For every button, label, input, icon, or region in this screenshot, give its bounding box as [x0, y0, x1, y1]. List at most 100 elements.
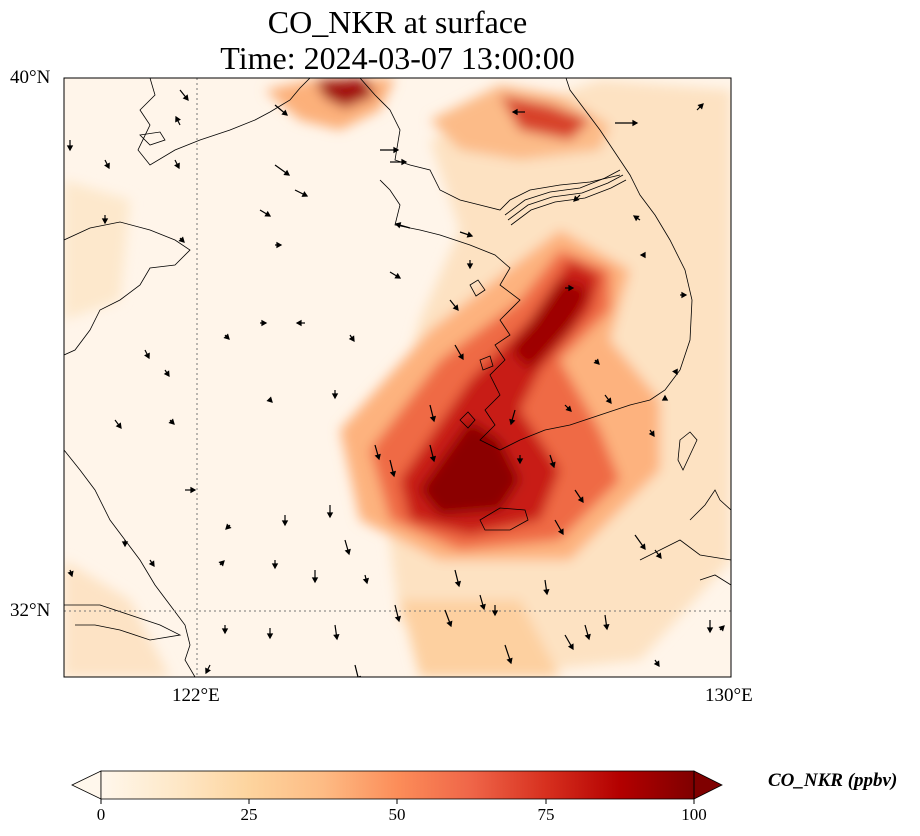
- wind-arrowhead: [603, 623, 610, 631]
- wind-arrowhead: [66, 145, 74, 152]
- colorbar-tick-75: 75: [537, 805, 555, 824]
- wind-arrowhead: [182, 94, 189, 101]
- wind-arrowhead: [479, 603, 486, 611]
- wind-arrowhead: [311, 577, 319, 584]
- wind-vectors: [66, 89, 725, 677]
- wind-arrowhead: [283, 169, 291, 176]
- wind-arrowhead: [706, 627, 714, 634]
- map-title: CO_NKR at surface: [267, 4, 528, 40]
- wind-arrowhead: [584, 633, 591, 641]
- wind-arrowhead: [393, 146, 400, 154]
- wind-arrowhead: [573, 195, 580, 202]
- wind-arrowhead: [225, 523, 232, 530]
- wind-arrowhead: [511, 108, 518, 116]
- wind-arrowhead: [295, 319, 302, 327]
- wind-arrowhead: [661, 394, 669, 401]
- wind-arrowhead: [466, 231, 474, 238]
- wind-arrowhead: [632, 215, 640, 222]
- wind-arrowhead: [271, 563, 279, 570]
- wind-arrowhead: [509, 418, 516, 426]
- wind-arrowhead: [543, 588, 550, 596]
- wind-arrowhead: [394, 615, 402, 623]
- wind-arrowhead: [218, 560, 225, 567]
- wind-arrowhead: [457, 353, 464, 361]
- wind-arrowhead: [639, 251, 646, 259]
- wind-arrowhead: [655, 552, 662, 559]
- wind-arrowhead: [567, 643, 574, 651]
- wind-arrowhead: [389, 470, 397, 478]
- wind-arrowhead: [348, 335, 355, 343]
- wind-arrowhead: [577, 496, 584, 504]
- wind-arrowhead: [648, 430, 655, 438]
- wind-arrowhead: [452, 304, 459, 311]
- wind-arrowhead: [168, 418, 175, 425]
- wind-arrowhead: [163, 370, 170, 378]
- wind-arrowhead: [121, 541, 129, 548]
- map-frame: [63, 77, 732, 678]
- wind-arrow: [354, 664, 359, 677]
- wind-arrowhead: [266, 396, 273, 403]
- wind-arrowhead: [454, 580, 462, 588]
- wind-arrowhead: [605, 397, 612, 404]
- wind-arrowhead: [333, 633, 340, 641]
- wind-arrowhead: [516, 458, 524, 465]
- wind-arrowhead: [593, 358, 600, 365]
- wind-arrowhead: [190, 486, 197, 494]
- gridlines: [64, 78, 731, 677]
- wind-arrowhead: [281, 520, 289, 527]
- wind-arrowhead: [429, 455, 437, 463]
- wind-arrowhead: [67, 570, 74, 578]
- wind-arrowhead: [148, 560, 155, 568]
- colorbar-label: CO_NKR (ppbv): [768, 770, 898, 791]
- wind-arrowhead: [672, 368, 678, 376]
- colorbar-tick-50: 50: [388, 805, 406, 824]
- wind-arrowhead: [466, 263, 474, 270]
- wind-arrowhead: [565, 405, 572, 412]
- wind-arrowhead: [115, 422, 122, 429]
- wind-arrowhead: [549, 461, 556, 469]
- wind-arrowhead: [223, 333, 230, 340]
- wind-arrowhead: [639, 543, 646, 551]
- wind-arrowhead: [446, 620, 453, 628]
- wind-arrowhead: [101, 218, 109, 225]
- wind-arrowhead: [104, 162, 110, 170]
- colorbar: [71, 770, 723, 804]
- wind-arrowhead: [718, 625, 725, 632]
- wind-arrowhead: [264, 210, 272, 217]
- wind-arrowhead: [394, 272, 402, 279]
- wind-arrowhead: [301, 191, 309, 197]
- wind-arrowhead: [506, 657, 513, 665]
- wind-arrowhead: [326, 512, 334, 519]
- wind-arrowhead: [266, 633, 274, 640]
- wind-arrowhead: [205, 667, 211, 675]
- wind-arrowhead: [681, 291, 688, 299]
- colorbar-high-extend: [693, 770, 723, 800]
- lat-tick-40n: 40°N: [10, 67, 51, 88]
- colorbar-tick-100: 100: [681, 805, 707, 824]
- colorbar-tick-25: 25: [240, 805, 258, 824]
- colorbar-gradient: [101, 771, 694, 799]
- wind-arrowhead: [221, 628, 229, 635]
- lon-tick-130e: 130°E: [705, 685, 753, 706]
- lat-tick-32n: 32°N: [10, 600, 51, 621]
- wind-arrowhead: [394, 222, 402, 229]
- colorbar-low-extend: [71, 770, 102, 800]
- wind-arrowhead: [276, 241, 283, 249]
- wind-arrowhead: [178, 236, 185, 243]
- wind-arrowhead: [344, 548, 351, 556]
- wind-arrowhead: [174, 162, 180, 170]
- wind-arrowhead: [401, 158, 408, 166]
- wind-arrowhead: [281, 109, 288, 116]
- map-time-subtitle: Time: 2024-03-07 13:00:00: [220, 40, 575, 76]
- wind-arrowhead: [429, 415, 437, 423]
- wind-arrowhead: [175, 115, 181, 123]
- wind-arrowhead: [568, 284, 575, 292]
- wind-arrowhead: [144, 352, 150, 360]
- wind-arrowhead: [632, 119, 639, 127]
- coastlines: [64, 78, 731, 677]
- wind-arrowhead: [491, 610, 499, 617]
- wind-arrowhead: [374, 453, 381, 461]
- wind-arrowhead: [362, 577, 370, 585]
- colorbar-tick-0: 0: [96, 805, 106, 824]
